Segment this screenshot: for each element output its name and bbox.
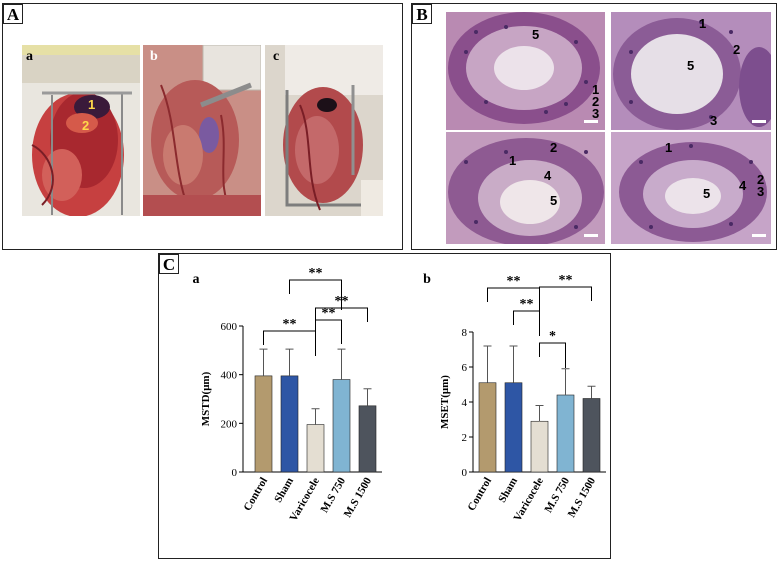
y-tick-label: 8 (462, 327, 468, 339)
panel-c: C a 0 200 400 600 MSTD(μm) Control Sham Varicoce… (158, 253, 611, 559)
micrograph-a: a 5 1 2 3 (446, 12, 605, 130)
y-tick-label: 600 (221, 321, 238, 333)
significance-bracket (289, 279, 342, 310)
photo-a-marker-2: 2 (82, 118, 90, 133)
bar-m-s-750 (556, 394, 575, 473)
micrograph-c-marker-2: 2 (550, 140, 558, 155)
significance-bracket (263, 330, 316, 356)
micrograph-d-marker-5: 5 (703, 186, 711, 201)
micrograph-a-marker-5: 5 (532, 27, 540, 42)
panel-b-letter: B (412, 4, 432, 24)
panel-b: B a 5 1 2 3 (411, 3, 777, 250)
panel-c-letter: C (159, 254, 179, 274)
significance-marker: ** (559, 273, 573, 288)
category-label: Control (465, 476, 494, 514)
category-label: Sham (272, 476, 296, 505)
bar-varicocele (306, 424, 325, 473)
micrograph-d-marker-1: 1 (665, 140, 673, 155)
micrograph-b-marker-5: 5 (687, 58, 695, 73)
significance-marker: ** (520, 297, 534, 312)
y-tick-label: 0 (232, 467, 238, 479)
significance-bracket (315, 319, 342, 344)
bar-sham (280, 375, 299, 473)
panel-a: A a 1 2 (2, 3, 403, 250)
y-tick-label: 4 (462, 397, 468, 409)
micrograph-d-marker-2: 2 (757, 172, 765, 187)
y-axis-title: MSTD(μm) (200, 371, 212, 426)
y-tick-label: 200 (221, 418, 238, 430)
bar-control (478, 382, 497, 473)
bar-m-s-1500 (358, 405, 377, 473)
micrograph-c: c 2 1 4 5 (446, 132, 605, 244)
bar-m-s-750 (332, 379, 351, 473)
micrograph-c-marker-1: 1 (509, 153, 517, 168)
bar-varicocele (530, 420, 549, 473)
photo-a-marker-1: 1 (88, 97, 96, 112)
micrograph-b-marker-3: 3 (710, 113, 718, 128)
significance-bracket (513, 310, 540, 336)
significance-marker: * (549, 329, 556, 344)
micrograph-b-marker-2: 2 (733, 42, 741, 57)
micrograph-c-marker-4: 4 (544, 168, 552, 183)
bar-m-s-1500 (582, 398, 601, 473)
significance-bracket (539, 286, 592, 301)
y-tick-label: 2 (462, 432, 468, 444)
photo-b-label: b (150, 49, 158, 64)
photo-c-label: c (273, 49, 280, 64)
surgery-photo-a: a 1 2 (22, 45, 140, 216)
micrograph-d-marker-4: 4 (739, 178, 747, 193)
y-tick-label: 400 (221, 370, 238, 382)
y-tick-label: 6 (462, 362, 468, 374)
chart-b-label: b (423, 272, 431, 287)
significance-marker: ** (283, 317, 297, 332)
significance-bracket (315, 307, 368, 322)
micrograph-a-marker-2: 2 (592, 94, 600, 109)
significance-marker: ** (322, 306, 336, 321)
significance-marker: ** (335, 294, 349, 309)
panel-a-letter: A (3, 4, 23, 24)
surgery-photo-c: c (265, 45, 383, 216)
bar-sham (504, 382, 523, 473)
photo-a-label: a (26, 49, 33, 64)
surgery-photo-b: b (143, 45, 261, 216)
significance-bracket (539, 342, 566, 368)
micrograph-b-marker-1: 1 (699, 16, 707, 31)
y-axis-title: MSET(μm) (439, 375, 451, 429)
micrograph-b: b 1 2 5 3 (611, 12, 771, 130)
significance-marker: ** (309, 266, 323, 281)
micrograph-a-marker-3: 3 (592, 106, 600, 121)
category-label: Sham (496, 476, 520, 505)
micrograph-d-marker-3: 3 (757, 184, 765, 199)
micrograph-a-marker-1: 1 (592, 82, 600, 97)
significance-marker: ** (507, 274, 521, 289)
micrograph-d: d 1 2 4 3 5 (611, 132, 771, 244)
chart-a-label: a (193, 272, 200, 287)
y-tick-label: 0 (462, 467, 468, 479)
micrograph-c-marker-5: 5 (550, 193, 558, 208)
category-label: Control (241, 476, 270, 514)
bar-control (254, 375, 273, 473)
